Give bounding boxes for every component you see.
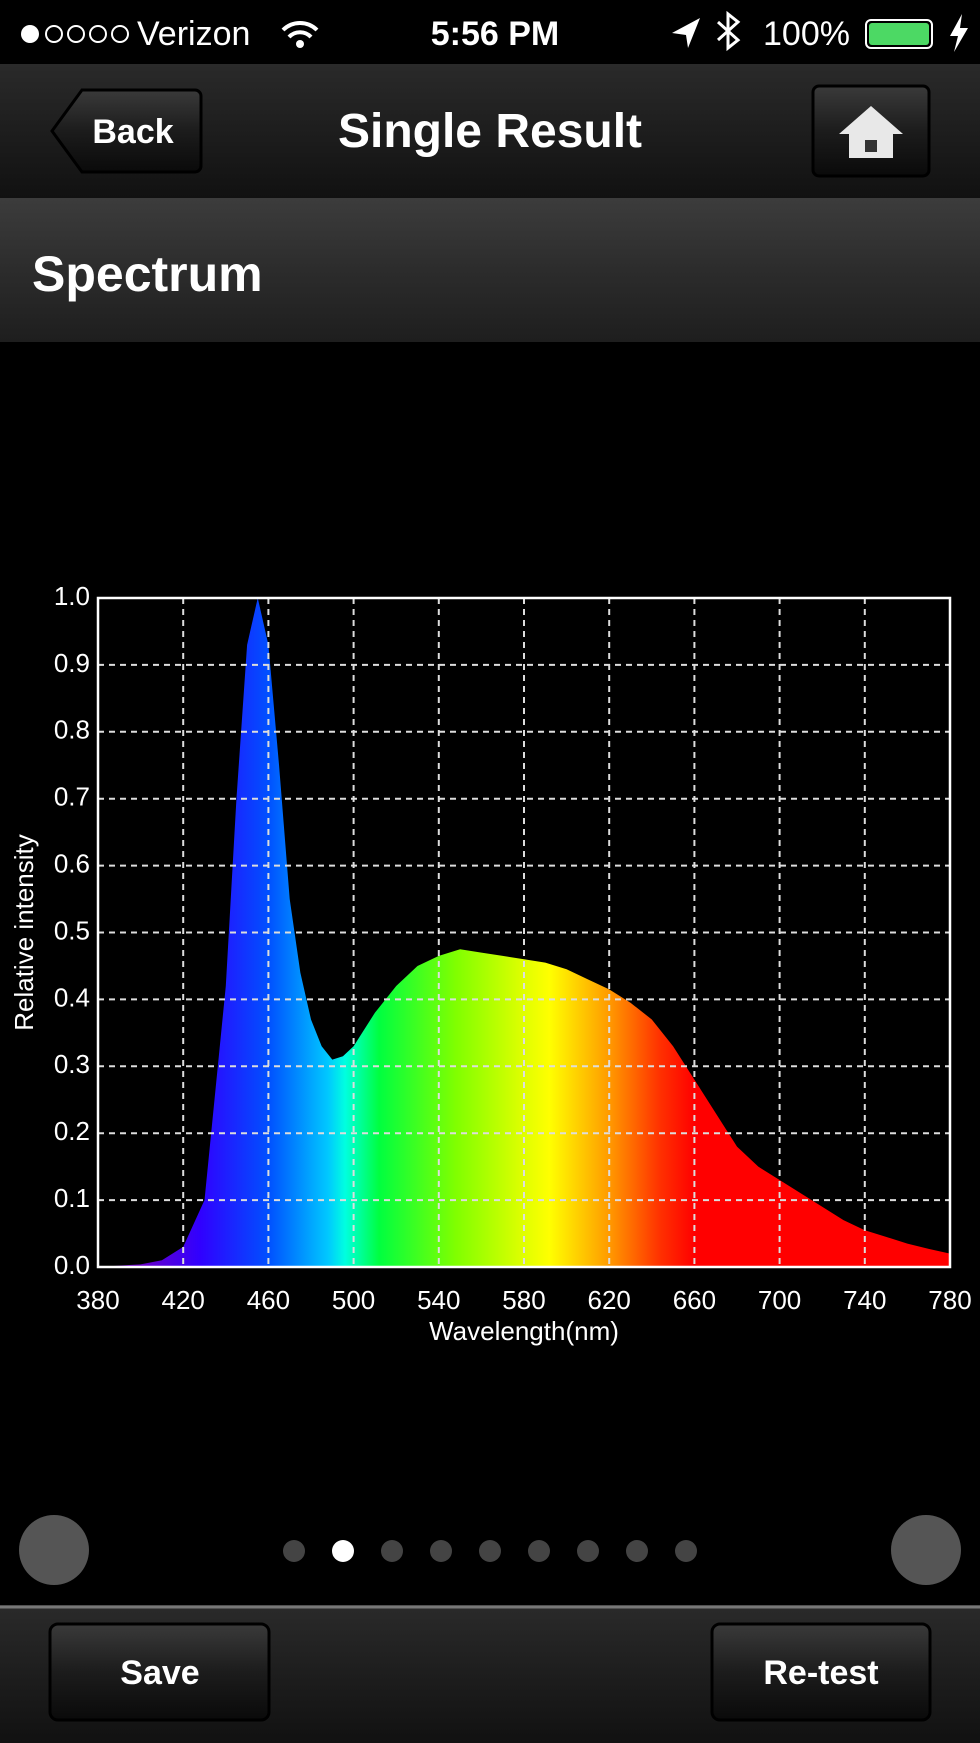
section-header xyxy=(0,198,980,342)
signal xyxy=(21,25,129,43)
carrier: Verizon xyxy=(137,15,250,53)
chart: 0.0 0.1 0.2 0.3 0.4 0.5 0.6 0.7 0.8 0.9 1.0 380 420 4… xyxy=(9,581,972,1346)
retest-button[interactable] xyxy=(710,1622,932,1722)
y-tick-label: 0.5 xyxy=(54,915,90,945)
next-button[interactable] xyxy=(891,1515,961,1585)
save-label[interactable]: Save xyxy=(120,1654,199,1692)
x-tick-label: 420 xyxy=(162,1285,205,1315)
x-tick-label: 540 xyxy=(417,1285,460,1315)
y-tick-label: 0.1 xyxy=(54,1183,90,1213)
back-label[interactable]: Back xyxy=(92,113,173,151)
x-tick-label: 660 xyxy=(673,1285,716,1315)
retest-label[interactable]: Re-test xyxy=(763,1654,878,1692)
x-tick-label: 780 xyxy=(928,1285,971,1315)
x-tick-label: 740 xyxy=(843,1285,886,1315)
y-tick-label: 0.0 xyxy=(54,1250,90,1280)
x-axis-label: Wavelength(nm) xyxy=(429,1316,619,1346)
location-icon xyxy=(672,18,700,48)
x-tick-label: 700 xyxy=(758,1285,801,1315)
wifi-icon xyxy=(281,20,319,39)
wifi-dot xyxy=(296,40,304,48)
y-axis-label: Relative intensity xyxy=(9,834,39,1031)
y-tick-label: 1.0 xyxy=(54,581,90,611)
y-tick-label: 0.7 xyxy=(54,782,90,812)
x-tick-label: 580 xyxy=(502,1285,545,1315)
status-bar xyxy=(0,0,980,64)
save-button[interactable] xyxy=(48,1622,271,1722)
nav-title: Single Result xyxy=(338,105,642,158)
y-tick-label: 0.2 xyxy=(54,1116,90,1146)
y-tick-label: 0.3 xyxy=(54,1049,90,1079)
x-tick-label: 500 xyxy=(332,1285,375,1315)
page-dots xyxy=(283,1540,697,1562)
y-tick-label: 0.8 xyxy=(54,715,90,745)
home-door xyxy=(865,140,877,152)
battery-level xyxy=(869,23,929,45)
battery-percent: 100% xyxy=(763,15,850,53)
prev-button[interactable] xyxy=(19,1515,89,1585)
battery xyxy=(865,19,933,49)
y-tick-label: 0.4 xyxy=(54,982,90,1012)
bluetooth-icon xyxy=(716,10,741,52)
plot-frame xyxy=(96,596,952,1269)
y-tick-label: 0.9 xyxy=(54,648,90,678)
x-tick-label: 380 xyxy=(76,1285,119,1315)
section-title: Spectrum xyxy=(32,246,263,302)
home-icon xyxy=(839,106,903,158)
x-tick-label: 460 xyxy=(247,1285,290,1315)
charging-icon xyxy=(950,14,968,52)
spectrum-area xyxy=(98,598,950,1267)
y-tick-label: 0.6 xyxy=(54,848,90,878)
clock: 5:56 PM xyxy=(431,15,560,53)
back-button[interactable] xyxy=(50,88,203,174)
x-tick-label: 620 xyxy=(588,1285,631,1315)
